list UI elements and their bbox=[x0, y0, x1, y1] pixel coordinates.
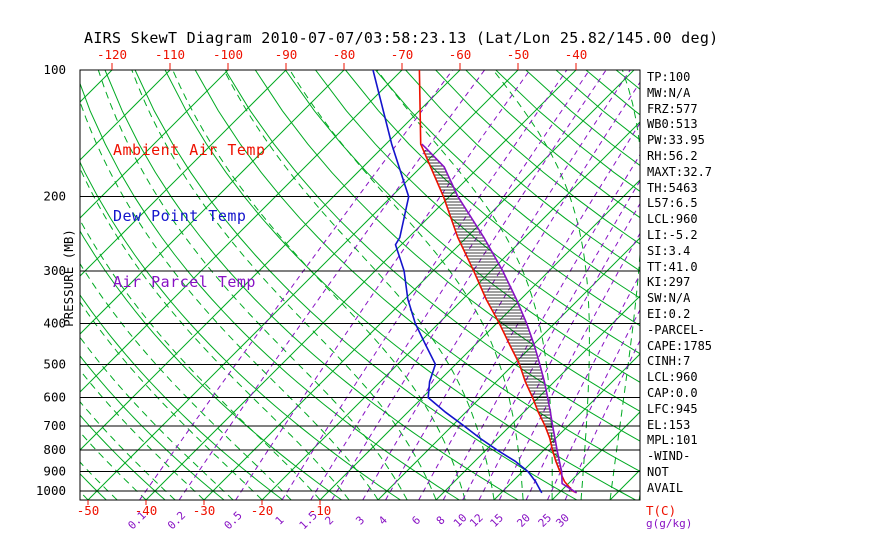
svg-text:12: 12 bbox=[467, 511, 486, 530]
temp-unit-label: T(C) bbox=[646, 503, 676, 518]
stat-line: KI:297 bbox=[647, 275, 691, 290]
stat-line: LCL:960 bbox=[647, 212, 698, 227]
stat-line: WB0:513 bbox=[647, 117, 698, 132]
stat-line: LFC:945 bbox=[647, 401, 698, 416]
svg-text:-50: -50 bbox=[507, 47, 530, 62]
svg-text:20: 20 bbox=[514, 511, 533, 530]
stat-line: EI:0.2 bbox=[647, 306, 691, 321]
svg-text:900: 900 bbox=[43, 464, 66, 479]
svg-text:-20: -20 bbox=[251, 503, 274, 518]
stat-line: RH:56.2 bbox=[647, 148, 698, 163]
svg-text:-80: -80 bbox=[333, 47, 356, 62]
svg-text:100: 100 bbox=[43, 62, 66, 77]
svg-text:0.5: 0.5 bbox=[222, 509, 245, 532]
svg-text:3: 3 bbox=[353, 514, 367, 528]
pressure-axis: 100 200 300 400 500 600 700 800 900 1000 PRESSURE … bbox=[36, 62, 76, 498]
stat-line: MPL:101 bbox=[647, 433, 698, 448]
svg-text:6: 6 bbox=[409, 514, 423, 528]
stat-line: TP:100 bbox=[647, 70, 691, 84]
stat-line: MW:N/A bbox=[647, 85, 691, 100]
svg-text:-40: -40 bbox=[565, 47, 588, 62]
svg-text:4: 4 bbox=[376, 513, 390, 527]
svg-text:1000: 1000 bbox=[36, 483, 66, 498]
svg-text:-60: -60 bbox=[449, 47, 472, 62]
stats-panel: TP:100 MW:N/A FRZ:577 WB0:513 PW:33.95 RH:56.… bbox=[647, 70, 712, 497]
stat-line: TH:5463 bbox=[647, 180, 698, 195]
mixing-ratio-unit-label: g(g/kg) bbox=[646, 517, 692, 530]
chart-title: AIRS SkewT Diagram 2010-07-07/03:58:23.1… bbox=[84, 29, 719, 47]
stat-line: EL:153 bbox=[647, 417, 691, 432]
pressure-axis-title: PRESSURE (MB) bbox=[61, 229, 76, 327]
ambient-air-temp-curve bbox=[418, 70, 577, 494]
air-parcel-temp-curve bbox=[421, 143, 578, 494]
svg-text:400: 400 bbox=[43, 315, 66, 330]
svg-text:25: 25 bbox=[536, 511, 555, 530]
legend-dew-point-temp: Dew Point Temp bbox=[113, 207, 247, 225]
legend-air-parcel-temp: Air Parcel Temp bbox=[113, 273, 256, 291]
svg-text:-120: -120 bbox=[97, 47, 127, 62]
svg-text:-50: -50 bbox=[77, 503, 100, 518]
svg-text:8: 8 bbox=[434, 514, 448, 528]
stat-line: AVAIL bbox=[647, 480, 684, 495]
svg-text:800: 800 bbox=[43, 442, 66, 457]
stat-line: -WIND- bbox=[647, 449, 691, 464]
svg-text:-30: -30 bbox=[193, 503, 216, 518]
stat-line: SI:3.4 bbox=[647, 243, 691, 258]
svg-text:0.2: 0.2 bbox=[165, 509, 188, 532]
stat-line: -PARCEL- bbox=[647, 322, 705, 337]
mixing-ratio-grid bbox=[139, 70, 640, 500]
svg-text:-90: -90 bbox=[275, 47, 298, 62]
svg-text:600: 600 bbox=[43, 390, 66, 405]
top-temp-axis: -120 -110 -100 -90 -80 -70 -60 -50 -40 bbox=[97, 47, 587, 70]
svg-text:15: 15 bbox=[488, 511, 507, 530]
stat-line: MAXT:32.7 bbox=[647, 164, 713, 179]
svg-text:700: 700 bbox=[43, 418, 66, 433]
dew-point-temp-curve bbox=[372, 70, 543, 494]
svg-text:-40: -40 bbox=[135, 503, 158, 518]
svg-text:1: 1 bbox=[273, 514, 287, 528]
stat-line: CAPE:1785 bbox=[647, 338, 713, 353]
svg-text:-10: -10 bbox=[309, 503, 332, 518]
stat-line: LCL:960 bbox=[647, 370, 698, 385]
stat-line: SW:N/A bbox=[647, 291, 691, 306]
stat-line: FRZ:577 bbox=[647, 101, 698, 116]
svg-text:-70: -70 bbox=[391, 47, 414, 62]
svg-text:-100: -100 bbox=[213, 47, 243, 62]
svg-text:-110: -110 bbox=[155, 47, 185, 62]
svg-text:30: 30 bbox=[553, 511, 572, 530]
stat-line: L57:6.5 bbox=[647, 196, 698, 211]
stat-line: NOT bbox=[647, 464, 669, 479]
stat-line: CINH:7 bbox=[647, 354, 691, 369]
moist-adiabat-grid bbox=[80, 70, 640, 500]
pressure-grid bbox=[79, 69, 641, 501]
stat-line: LI:-5.2 bbox=[647, 227, 698, 242]
stat-line: TT:41.0 bbox=[647, 259, 698, 274]
svg-text:300: 300 bbox=[43, 263, 66, 278]
svg-text:200: 200 bbox=[43, 189, 66, 204]
legend-ambient-air-temp: Ambient Air Temp bbox=[113, 141, 266, 159]
chart-legend: Ambient Air Temp Dew Point Temp Air Parc… bbox=[113, 95, 266, 337]
stat-line: CAP:0.0 bbox=[647, 385, 698, 400]
bottom-temp-axis: -50 -40 -30 -20 -10 T(C) bbox=[77, 500, 676, 518]
stat-line: PW:33.95 bbox=[647, 133, 705, 148]
svg-text:500: 500 bbox=[43, 356, 66, 371]
